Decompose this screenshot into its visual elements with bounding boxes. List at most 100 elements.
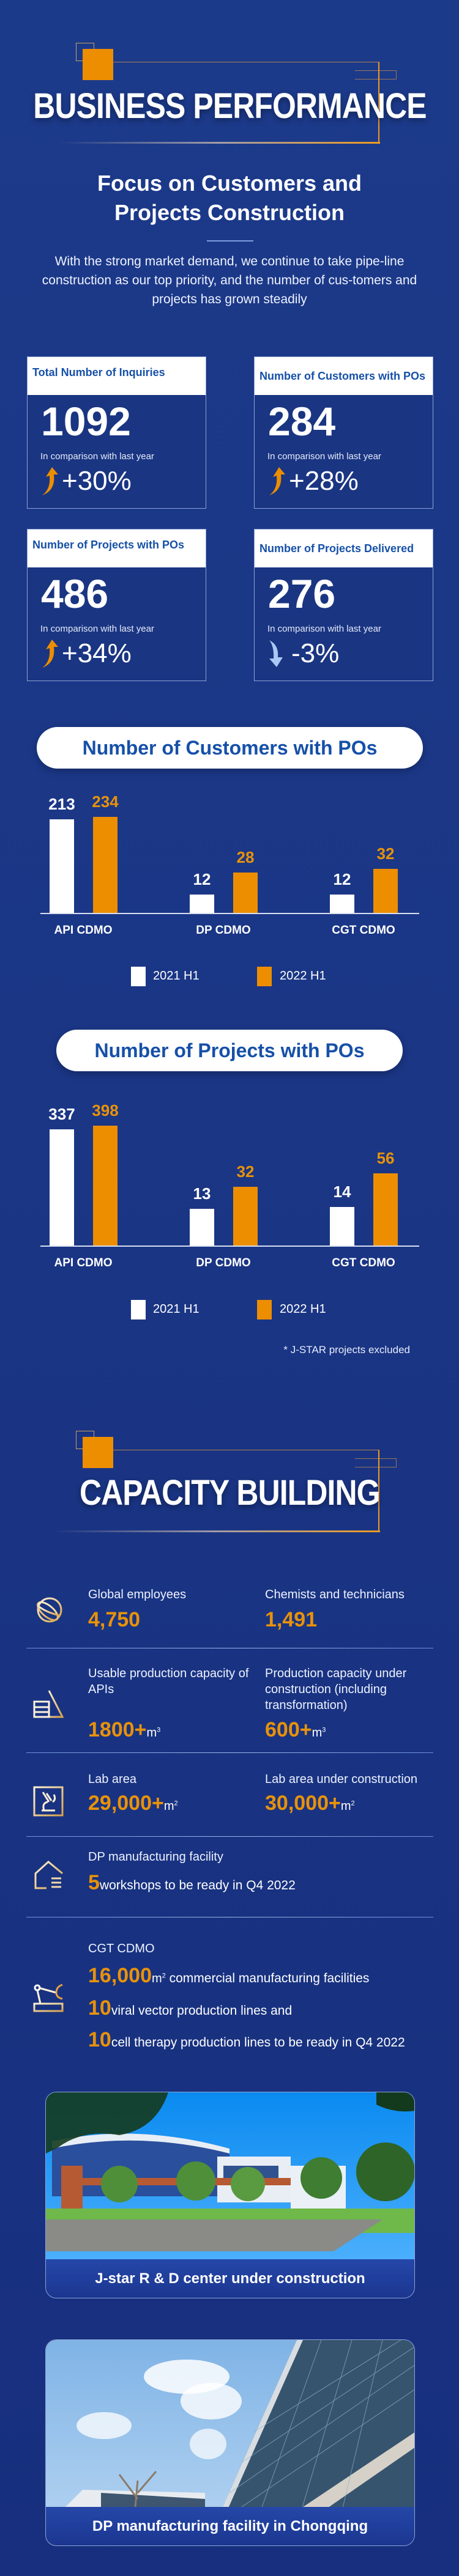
category-label: DP CDMO <box>196 1257 251 1269</box>
kpi-comparison-label: In comparison with last year <box>40 451 154 462</box>
kpi-comparison-label: In comparison with last year <box>267 451 381 462</box>
kpi-value: 1092 <box>41 399 131 444</box>
bar-2022 <box>373 1173 398 1246</box>
unit-text: m <box>152 1972 162 1985</box>
bar-2022 <box>233 1187 258 1246</box>
data-label: 32 <box>376 844 395 863</box>
kpi-card: Total Number of Inquiries 1092 In comparis… <box>27 356 206 509</box>
kpi-change: +34% <box>40 638 132 669</box>
capacity-value: 1800+m3 <box>88 1718 160 1742</box>
unit-text: m <box>312 1726 323 1740</box>
section-subtitle-line2: Projects Construction <box>114 200 345 225</box>
robot-arm-icon <box>33 1984 64 2012</box>
capacity-value-line: 10cell therapy production lines to be re… <box>88 2028 405 2052</box>
data-label: 28 <box>236 847 255 866</box>
category-label: DP CDMO <box>196 924 251 937</box>
decor-frame <box>113 62 379 144</box>
legend-swatch <box>257 967 272 986</box>
kpi-card: Number of Customers with POs 284 In compar… <box>254 356 433 509</box>
page-title: BUSINESS PERFORMANCE <box>32 86 427 126</box>
bar-2021 <box>330 894 354 913</box>
decor-line <box>58 142 380 144</box>
bar-2021 <box>50 819 74 913</box>
decor-small-rect <box>355 70 397 79</box>
globe-icon <box>37 1597 62 1623</box>
photo-caption: J-star R & D center under construction <box>46 2259 414 2298</box>
data-label: 12 <box>193 869 211 888</box>
bar-2022 <box>93 817 118 913</box>
decor-small-rect <box>355 1458 397 1467</box>
value-unit: m3 <box>147 1726 161 1740</box>
kpi-change-value: +30% <box>62 466 132 496</box>
category-label: API CDMO <box>54 1257 113 1269</box>
photo-dp-facility-chongqing: DP manufacturing facility in Chongqing <box>45 2339 415 2546</box>
kpi-change-value: +34% <box>62 638 132 668</box>
value-number: 10 <box>88 1996 111 2020</box>
kpi-change-value: -3% <box>291 638 340 668</box>
chart-title-customers: Number of Customers with POs <box>37 727 423 769</box>
kpi-card: Number of Projects Delivered 276 In compar… <box>254 529 433 681</box>
data-label: 14 <box>333 1183 351 1201</box>
bar-2021 <box>330 1207 354 1246</box>
capacity-title: CAPACITY BUILDING <box>79 1473 381 1513</box>
capacity-value: 30,000+m2 <box>265 1792 355 1815</box>
capacity-label: Production capacity under construction (… <box>265 1667 407 1712</box>
unit-text: m <box>146 1726 157 1740</box>
capacity-value-line: 16,000m2 commercial manufacturing facili… <box>88 1964 369 1988</box>
capacity-value: 29,000+m2 <box>88 1792 178 1815</box>
bar-2022 <box>373 869 398 913</box>
section-subtitle-line1: Focus on Customers and <box>97 171 362 196</box>
value-number: 600+ <box>265 1718 312 1741</box>
chart-title-projects: Number of Projects with POs <box>56 1030 403 1071</box>
chart-footnote: * J-STAR projects excluded <box>283 1344 410 1356</box>
decor-frame <box>113 1450 379 1532</box>
capacity-label: Global employees <box>88 1588 187 1601</box>
data-label: 337 <box>48 1105 75 1124</box>
legend-swatch <box>257 1300 272 1319</box>
legend-swatch <box>131 967 146 986</box>
unit-exponent: 3 <box>157 1726 161 1734</box>
capacity-value: 600+m3 <box>265 1718 326 1742</box>
photo-jstar-rd-center: J-star R & D center under construction <box>45 2092 415 2298</box>
capacity-label: DP manufacturing facility <box>88 1850 223 1864</box>
value-number: 30,000+ <box>265 1792 341 1815</box>
microscope-icon <box>33 1786 64 1817</box>
divider <box>207 240 253 242</box>
kpi-title: Number of Projects with POs <box>28 530 206 567</box>
kpi-title: Number of Customers with POs <box>255 357 433 395</box>
value-description: workshops to be ready in Q4 2022 <box>99 1878 296 1892</box>
capacity-label: Chemists and technicians <box>265 1588 405 1601</box>
x-axis-line <box>40 1246 419 1247</box>
value-description: viral vector production lines and <box>111 2004 293 2018</box>
arrow-up-icon <box>42 640 58 668</box>
capacity-value: 1,491 <box>265 1608 318 1631</box>
kpi-value: 276 <box>268 571 336 616</box>
data-label: 398 <box>92 1101 119 1120</box>
kpi-change-value: +28% <box>289 466 359 496</box>
divider <box>26 1752 433 1753</box>
category-label: API CDMO <box>54 924 113 937</box>
value-description: cell therapy production lines to be read… <box>111 2035 405 2050</box>
arrow-up-icon <box>42 467 58 495</box>
capacity-label: Usable production capacity of APIs <box>88 1667 249 1696</box>
value-unit: m3 <box>312 1726 326 1740</box>
decor-orange-square <box>83 49 113 80</box>
decor-line <box>52 1530 380 1532</box>
capacity-label: Lab area under construction <box>265 1773 418 1786</box>
production-capacity-icon <box>33 1690 64 1718</box>
legend-label: 2022 H1 <box>280 969 326 983</box>
capacity-label: Lab area <box>88 1773 136 1786</box>
unit-exponent: 2 <box>351 1799 355 1807</box>
kpi-comparison-label: In comparison with last year <box>267 624 381 634</box>
kpi-value: 486 <box>41 571 109 616</box>
value-number: 1800+ <box>88 1718 147 1741</box>
bar-2021 <box>190 1209 214 1246</box>
capacity-value-line: 10viral vector production lines and <box>88 1996 292 2020</box>
kpi-card: Number of Projects with POs 486 In compari… <box>27 529 206 681</box>
legend-swatch <box>131 1300 146 1319</box>
data-label: 32 <box>236 1162 255 1181</box>
legend-label: 2021 H1 <box>153 1302 200 1316</box>
unit-text: m <box>163 1799 174 1813</box>
arrow-down-icon <box>269 640 283 667</box>
kpi-comparison-label: In comparison with last year <box>40 624 154 634</box>
